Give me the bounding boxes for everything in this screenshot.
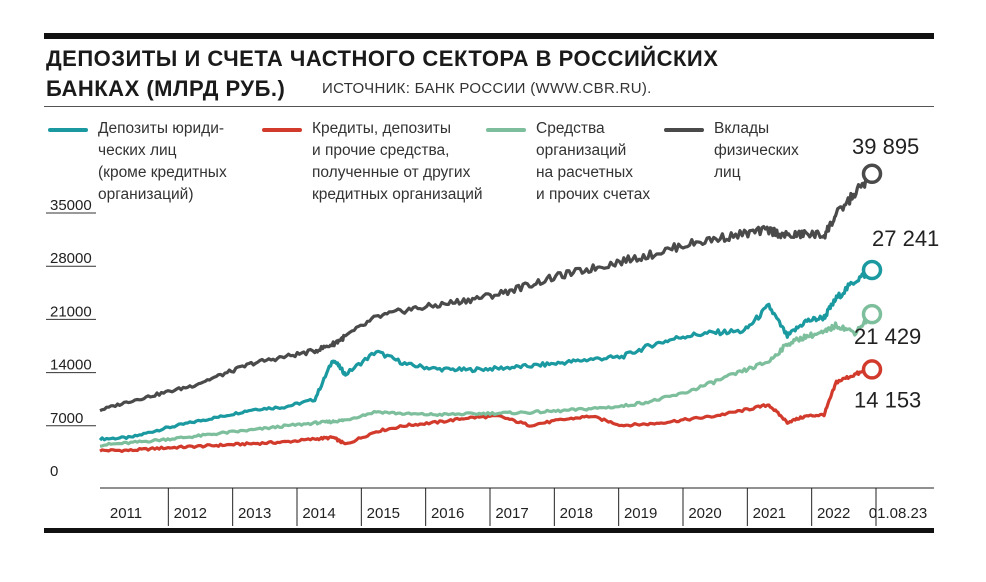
series-line [99, 367, 873, 454]
x-tick-label: 2012 [174, 505, 207, 522]
series-line [99, 170, 874, 413]
bottom-rule [44, 528, 934, 533]
y-tick-label: 28000 [50, 250, 92, 267]
header-divider [44, 106, 934, 107]
series-end-marker [861, 359, 883, 380]
x-tick-label: 2021 [753, 505, 786, 522]
series-end-value: 21 429 [854, 324, 921, 349]
x-tick-label: 2011 [110, 505, 142, 522]
legend-label: Депозиты юриди- ческих лиц (кроме кредит… [98, 120, 227, 203]
legend-label: Вклады физических лиц [714, 120, 799, 181]
legend-label: Кредиты, депозиты и прочие средства, пол… [312, 120, 483, 203]
y-tick-label: 7000 [50, 410, 83, 427]
y-tick-label: 35000 [50, 197, 92, 214]
chart-source: ИСТОЧНИК: БАНК РОССИИ (WWW.CBR.RU). [322, 80, 652, 97]
x-tick-label: 2016 [431, 505, 464, 522]
legend-swatch [48, 128, 88, 132]
chart-title-line2: БАНКАХ (МЛРД РУБ.) [46, 76, 286, 101]
series-end-marker [861, 259, 883, 281]
chart-title-line1: ДЕПОЗИТЫ И СЧЕТА ЧАСТНОГО СЕКТОРА В РОСС… [46, 46, 719, 71]
series-end-marker [861, 303, 883, 325]
series-line [99, 313, 874, 448]
series-end-value: 39 895 [852, 134, 919, 159]
legend-swatch [262, 128, 302, 132]
series-end-value: 14 153 [854, 387, 921, 412]
x-tick-label: 2017 [495, 505, 528, 522]
x-tick-label: 2014 [302, 505, 335, 522]
y-tick-label: 14000 [50, 357, 92, 374]
x-tick-label: 01.08.23 [869, 505, 927, 522]
x-tick-label: 2022 [817, 505, 850, 522]
legend-swatch [664, 128, 704, 132]
legend-label: Средства организаций на расчетных и проч… [536, 120, 651, 203]
x-tick-label: 2018 [560, 505, 593, 522]
legend-swatch [486, 128, 526, 132]
x-tick-label: 2013 [238, 505, 271, 522]
x-tick-label: 2015 [367, 505, 400, 522]
series-line [98, 268, 873, 442]
top-rule [44, 33, 934, 39]
y-tick-label: 0 [50, 463, 58, 480]
x-tick-label: 2019 [624, 505, 657, 522]
y-tick-label: 21000 [50, 303, 92, 320]
series-end-marker [861, 163, 883, 185]
x-tick-label: 2020 [688, 505, 721, 522]
series-end-value: 27 241 [872, 226, 939, 251]
